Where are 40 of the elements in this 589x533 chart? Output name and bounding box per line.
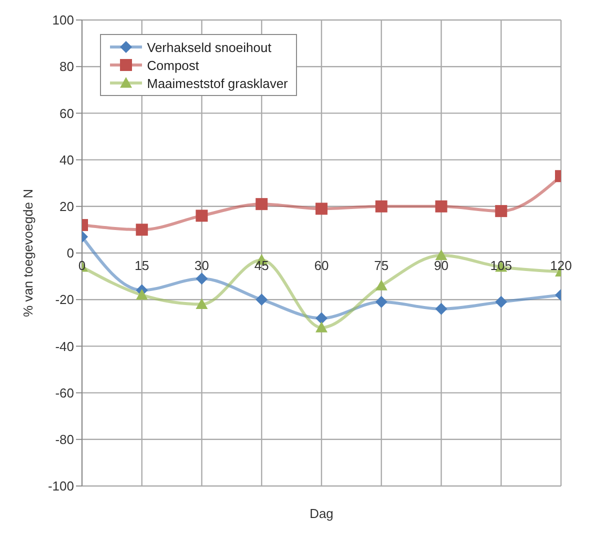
y-tick-label: -80 <box>55 432 74 448</box>
point <box>375 200 388 212</box>
point <box>435 249 448 260</box>
y-tick-label: 60 <box>60 106 74 121</box>
point <box>495 296 508 308</box>
point <box>256 198 268 210</box>
y-tick-label: 80 <box>60 59 74 74</box>
point <box>375 296 388 308</box>
x-tick-label: 90 <box>434 258 448 273</box>
legend-label: Verhakseld snoeihout <box>147 40 272 54</box>
point <box>375 280 388 290</box>
x-tick-label: 15 <box>134 258 150 273</box>
point <box>316 202 328 215</box>
point <box>435 302 448 315</box>
y-tick-label: -20 <box>55 292 74 308</box>
point <box>495 205 508 218</box>
point <box>256 294 268 306</box>
y-tick-label: -100 <box>48 478 74 494</box>
legend-label: Compost <box>147 58 200 72</box>
point <box>316 312 328 324</box>
point <box>196 210 208 222</box>
y-tick-label: 40 <box>60 152 74 168</box>
point <box>136 224 148 236</box>
x-tick-label: 60 <box>314 258 329 273</box>
x-tick-label: 120 <box>550 258 572 273</box>
y-tick-label: -60 <box>55 385 74 400</box>
point <box>435 200 448 212</box>
legend-label: Maaimeststof grasklaver <box>147 76 288 90</box>
point <box>136 288 148 300</box>
y-axis-title: % van toegevoegde N <box>20 189 36 317</box>
y-tick-label: -40 <box>55 338 74 354</box>
y-tick-label: 0 <box>66 246 74 261</box>
x-axis-title: Dag <box>310 506 334 521</box>
point <box>196 298 208 310</box>
point <box>196 272 208 285</box>
y-tick-label: 100 <box>52 12 74 28</box>
y-tick-label: 20 <box>60 199 74 214</box>
x-tick-label: 30 <box>194 258 209 273</box>
point <box>316 322 328 332</box>
x-tick-label: 75 <box>374 258 389 273</box>
